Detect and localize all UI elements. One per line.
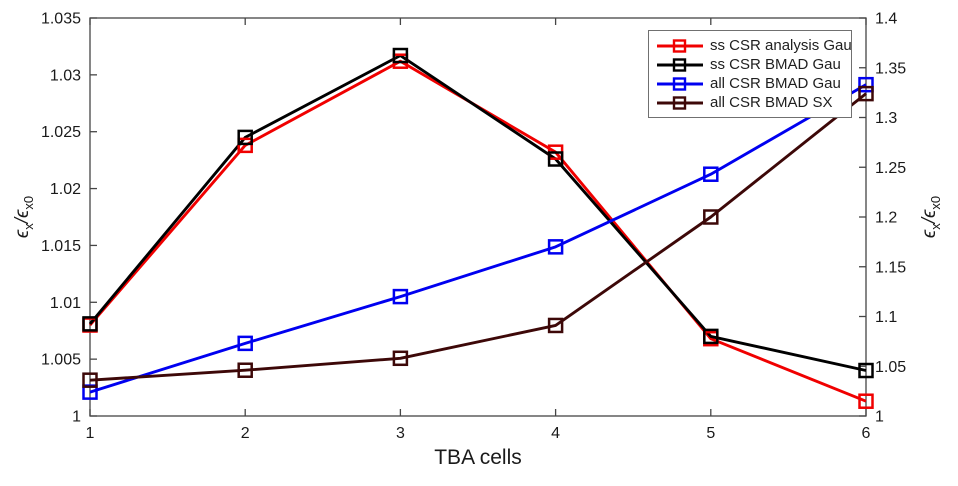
series-line [89,92,867,382]
square-marker [237,362,253,378]
y-left-tick-label: 1.035 [41,11,81,28]
square-marker [82,316,98,332]
legend-item: all CSR BMAD Gau [655,74,843,93]
x-tick-label: 1 [86,425,95,442]
legend-label: all CSR BMAD Gau [710,75,841,92]
y-left-tick-label: 1 [72,409,81,426]
y-left-tick-label: 1.03 [50,67,81,84]
y-right-tick-label: 1.15 [875,259,906,276]
y-left-tick-label: 1.005 [41,352,81,369]
square-marker [703,166,719,182]
legend-item: ss CSR BMAD Gau [655,55,843,74]
y-right-tick-label: 1.3 [875,110,897,127]
square-marker [392,350,409,367]
series-markers [82,76,874,400]
square-marker [392,47,409,64]
legend-line-marker-sample [657,57,703,72]
x-tick-label: 2 [241,425,250,442]
square-marker [547,151,564,167]
square-marker [858,393,874,409]
epsilon-symbol: ϵ [919,229,940,239]
x-tick-label: 6 [862,425,871,442]
y-right-tick-label: 1.4 [875,11,897,28]
epsilon-symbol: ϵ [12,229,33,239]
legend-line-marker-sample [657,38,703,53]
x-tick-label: 3 [396,425,405,442]
series-line [89,83,867,394]
y-left-tick-label: 1.015 [41,238,81,255]
y-right-tick-label: 1.25 [875,160,906,177]
y-right-tick-label: 1.35 [875,60,906,77]
legend-label: ss CSR analysis Gau [710,37,852,54]
y-left-tick-label: 1.01 [50,295,81,312]
square-marker [858,85,874,102]
y-left-tick-label: 1.025 [41,124,81,141]
legend-label: all CSR BMAD SX [710,94,833,111]
x-tick-label: 4 [551,425,560,442]
square-marker [703,209,719,225]
legend-item: ss CSR analysis Gau [655,36,852,55]
square-marker [82,372,98,388]
y-right-tick-label: 1.2 [875,210,897,227]
y-axis-label-left: ϵx/ϵx0 [12,195,36,239]
y-axis-label-right: ϵx/ϵx0 [919,195,943,239]
square-marker [547,239,564,255]
y-left-tick-label: 1.02 [50,181,81,198]
y-right-tick-label: 1.1 [875,309,897,326]
legend-line-marker-sample [657,76,703,91]
x-tick-label: 5 [706,425,715,442]
square-marker [858,362,874,379]
y-right-tick-label: 1.05 [875,359,906,376]
legend-box: ss CSR analysis Gau ss CSR BMAD Gau all CS… [648,30,852,118]
series-markers [82,47,874,379]
legend-line-marker-sample [657,95,703,110]
legend-item: all CSR BMAD SX [655,93,843,112]
legend-label: ss CSR BMAD Gau [710,56,841,73]
series-markers [82,85,874,388]
square-marker [237,129,253,146]
x-axis-label: TBA cells [434,446,522,469]
square-marker [237,335,253,352]
square-marker [547,317,564,334]
series-line [88,54,867,372]
square-marker [237,137,253,154]
square-marker [703,328,719,345]
square-marker [392,288,409,305]
y-right-tick-label: 1 [875,409,884,426]
square-marker [858,76,874,93]
